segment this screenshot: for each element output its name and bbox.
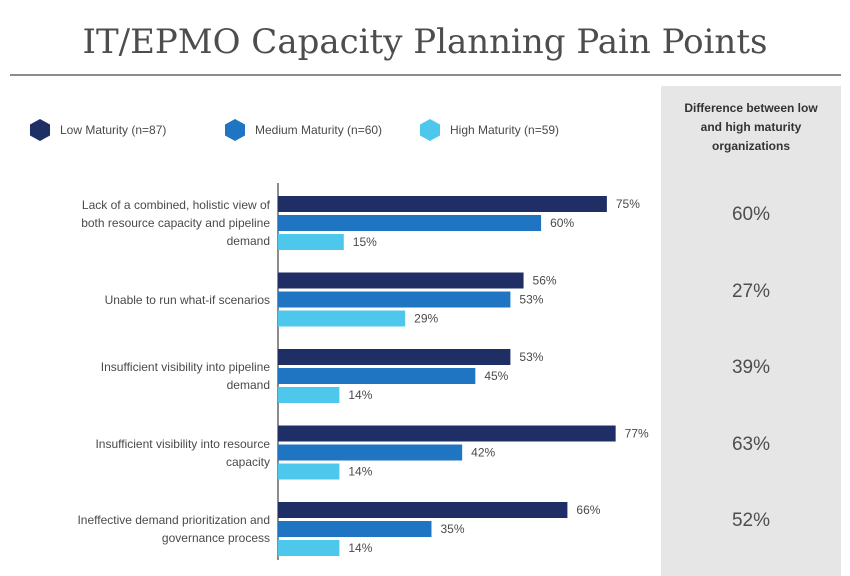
category-label-line: Unable to run what-if scenarios	[104, 292, 270, 307]
category-label-line: demand	[226, 234, 270, 248]
category-label: Insufficient visibility into pipeline dem…	[30, 358, 270, 394]
legend-hexagon-high-icon	[419, 119, 441, 141]
bar-value-label: 56%	[533, 274, 557, 288]
legend-label-low: Low Maturity (n=87)	[60, 123, 167, 137]
bar-value-label: 14%	[348, 465, 372, 479]
bar	[278, 463, 340, 480]
bar-value-label: 77%	[625, 427, 649, 441]
category-label: Ineffective demand prioritization and gov…	[30, 511, 270, 547]
legend-item-low: Low Maturity (n=87)	[29, 119, 166, 141]
difference-panel: Difference between low and high maturity…	[661, 86, 841, 576]
difference-value: 27%	[731, 281, 771, 302]
category-label: Unable to run what-if scenarios	[30, 291, 270, 309]
chart-title: IT/EPMO Capacity Planning Pain Points	[82, 22, 768, 62]
bar-value-label: 35%	[440, 522, 464, 536]
difference-header-line: and high maturity	[700, 120, 802, 134]
legend-hexagon-medium-icon	[224, 119, 246, 141]
bar-value-label: 29%	[414, 312, 438, 326]
legend-item-medium: Medium Maturity (n=60)	[224, 119, 382, 141]
bar-value-label: 75%	[616, 197, 640, 211]
bar-value-label: 14%	[348, 388, 372, 402]
bar-value-label: 45%	[484, 369, 508, 383]
difference-panel-header: Difference between low and high maturity…	[661, 99, 841, 156]
bar	[278, 215, 542, 231]
bar-value-label: 66%	[576, 503, 600, 517]
bar	[278, 310, 406, 327]
category-label: Insufficient visibility into resource cap…	[30, 435, 270, 471]
bar-value-label: 42%	[471, 446, 495, 460]
bar	[278, 540, 340, 556]
category-label-line: Insufficient visibility into pipeline	[100, 360, 270, 374]
difference-value: 39%	[731, 357, 771, 378]
legend-label-high: High Maturity (n=59)	[450, 123, 560, 137]
category-label: Lack of a combined, holistic view of both…	[30, 196, 270, 250]
title-divider	[10, 74, 841, 76]
bar	[278, 444, 463, 461]
category-label-line: capacity	[225, 454, 270, 469]
category-label-line: both resource capacity and pipeline	[81, 216, 270, 230]
bar	[278, 291, 511, 308]
bar-value-label: 53%	[519, 293, 543, 307]
difference-header-line: organizations	[711, 139, 790, 153]
bar-value-label: 15%	[353, 235, 377, 249]
difference-value: 60%	[731, 204, 771, 225]
bar-value-label: 60%	[550, 216, 574, 230]
bar	[278, 234, 344, 250]
bar	[278, 502, 568, 518]
bar	[278, 272, 524, 289]
bar	[278, 196, 607, 212]
bar-value-label: 14%	[348, 541, 372, 555]
bar	[278, 521, 432, 537]
difference-value: 52%	[731, 510, 771, 531]
bar	[278, 368, 476, 384]
bar	[278, 349, 511, 365]
bar	[278, 387, 340, 403]
legend-label-medium: Medium Maturity (n=60)	[255, 123, 383, 137]
category-label-line: governance process	[161, 531, 270, 545]
legend-item-high: High Maturity (n=59)	[419, 119, 559, 141]
category-label-line: Ineffective demand prioritization and	[77, 513, 270, 527]
bar-value-label: 53%	[519, 350, 543, 364]
difference-header-line: Difference between low	[684, 101, 818, 115]
category-label-line: Insufficient visibility into resource	[95, 436, 270, 451]
difference-value: 63%	[731, 434, 771, 455]
category-label-line: Lack of a combined, holistic view of	[81, 198, 270, 212]
legend-hexagon-low-icon	[29, 119, 51, 141]
category-label-line: demand	[226, 378, 270, 392]
bar	[278, 425, 616, 442]
